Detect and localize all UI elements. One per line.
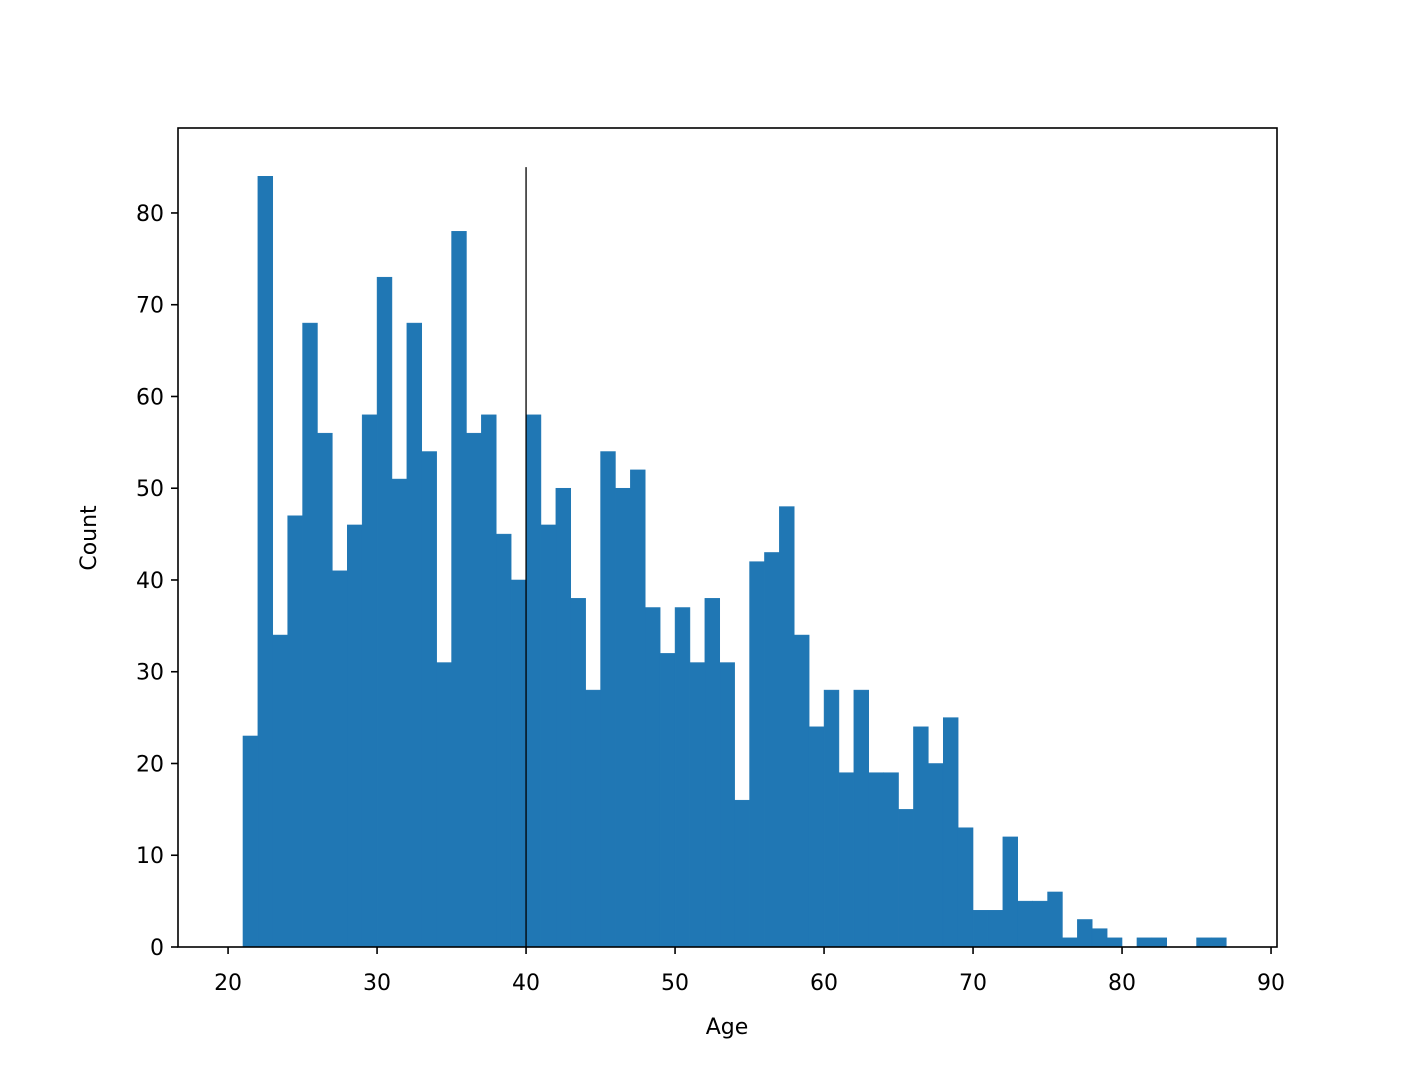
y-tick-label: 50 [136,477,164,502]
bar [406,322,423,948]
bar [1106,937,1123,948]
x-axis-label: Age [706,1015,749,1040]
bar [585,689,601,948]
bar [942,717,959,948]
bar [972,910,989,948]
bar [1196,937,1212,948]
x-tick-label: 90 [1257,971,1285,996]
bar [242,735,259,948]
y-tick-label: 80 [136,202,164,227]
bar [451,231,467,948]
bar [615,487,631,948]
y-tick-label: 0 [150,936,164,961]
bar [734,799,750,948]
bar [436,662,452,948]
bar [704,598,721,948]
bar [1017,900,1033,948]
bar [957,827,974,948]
y-tick-label: 60 [136,385,164,410]
y-axis-label: Count [77,505,102,571]
bar [1002,836,1018,948]
bar [779,506,795,948]
bar [808,726,825,948]
bar [361,414,378,948]
bar [1047,891,1063,948]
bar [853,689,869,948]
bar [898,809,914,948]
bar [719,662,735,948]
bar [674,607,691,948]
bar [600,451,616,948]
bar [287,515,303,948]
bar [1136,937,1153,948]
bar [391,478,408,948]
x-tick-label: 40 [512,971,540,996]
bar [525,414,542,948]
bar [689,662,706,948]
bar [883,772,899,948]
x-tick-label: 70 [959,971,987,996]
bar [928,763,944,948]
bar [1062,937,1078,948]
bar [347,524,363,948]
bar [1211,937,1227,948]
bar [1091,928,1108,948]
bar [496,533,512,948]
bar [838,772,855,948]
bar [302,322,318,948]
bar [317,432,333,948]
bar [421,451,437,948]
x-tick-label: 30 [363,971,391,996]
bar [987,910,1004,948]
bar [764,552,780,948]
bar [272,634,288,948]
x-tick-label: 20 [214,971,242,996]
bar [794,634,810,948]
plot-frame [177,127,1278,948]
x-tick-label: 80 [1108,971,1136,996]
bar [1032,900,1048,948]
bar [376,276,393,948]
bar [823,689,840,948]
bar [257,176,274,948]
bar [570,598,586,948]
x-tick-label: 50 [661,971,689,996]
bar [555,487,572,948]
y-tick-label: 30 [136,661,164,686]
bar [481,414,497,948]
bar [1077,919,1093,948]
bar [1151,937,1167,948]
x-tick-label: 60 [810,971,838,996]
y-tick-label: 70 [136,294,164,319]
bar [659,653,676,948]
bar [540,524,557,948]
bar [913,726,929,948]
bar [510,579,527,948]
bar [332,570,348,948]
y-tick-label: 10 [136,844,164,869]
y-tick-label: 40 [136,569,164,594]
y-tick-label: 20 [136,752,164,777]
bar [630,469,646,948]
bar [749,561,765,948]
bar [645,607,661,948]
bar [466,432,482,948]
bar [868,772,884,948]
